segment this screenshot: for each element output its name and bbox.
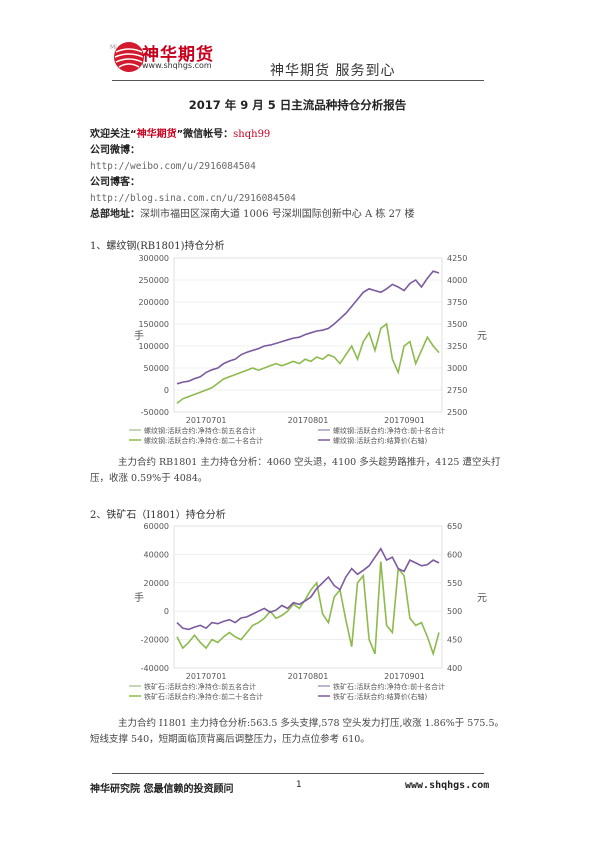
x-tick-label: 20170901 (384, 416, 425, 425)
y-right-tick-label: 400 (447, 664, 462, 673)
section-heading-iron-ore: 2、铁矿石（I1801）持仓分析 (90, 510, 226, 521)
rebar-position-chart: -50000 0 50000 100000 150000 200000 250000 3000… (129, 254, 487, 445)
follow-brand: 神华期货 (136, 129, 177, 140)
plot-area (173, 257, 443, 413)
iron-ore-position-chart: -40000 -20000 0 20000 40000 60000 400 450 500 550… (129, 522, 487, 701)
y-right-tick-label: 650 (447, 522, 462, 531)
y-tick-label: 250000 (138, 276, 169, 285)
iron-ore-analysis: 主力合约 I1801 主力持仓分析:563.5 多头支撑,578 空头发力打压,… (90, 718, 504, 745)
legend-label: 螺纹钢:活跃合约:净持仓:前二十名合计 (144, 436, 263, 445)
wechat-line: 欢迎关注“神华期货”微信帐号：shqh99 (90, 128, 270, 142)
follow-suffix: ”微信帐号： (176, 129, 234, 140)
y-tick-label: 60000 (144, 522, 169, 531)
legend-label: 铁矿石:活跃合约:净持仓:前十名合计 (333, 682, 445, 691)
y-right-tick-label: 3750 (447, 298, 467, 307)
y-tick-label: 40000 (144, 550, 169, 559)
blog-label: 公司博客： (90, 177, 140, 188)
y-tick-label: 100000 (138, 342, 169, 351)
blog-link[interactable]: http://blog.sina.com.cn/u/2916084504 (90, 193, 296, 204)
y-right-axis-label: 元 (477, 593, 487, 604)
series-line (176, 270, 440, 385)
company-logo: Mi 神华期货 www.shqhgs.com (110, 38, 232, 74)
legend-label: 铁矿石:活跃合约:净持仓:前二十名合计 (144, 692, 263, 701)
page-number: 1 (296, 780, 302, 790)
logo-globe-icon (114, 42, 144, 72)
address-label: 总部地址： (90, 209, 140, 220)
legend-label: 铁矿石:活跃合约:净持仓:前五名合计 (144, 682, 256, 691)
address-text: 深圳市福田区深南大道 1006 号深圳国际创新中心 A 栋 27 楼 (140, 209, 415, 220)
legend-label: 螺纹钢:活跃合约:结算价(右轴) (333, 436, 427, 445)
y-right-tick-label: 450 (447, 636, 462, 645)
y-axis-label: 手 (134, 329, 144, 342)
x-tick-label: 20170901 (384, 672, 425, 681)
footer-slogan: 神华研究院 您最信赖的投资顾问 (90, 784, 234, 795)
rebar-analysis: 主力合约 RB1801 主力持仓分析：4060 空头退，4100 多头趁势路推升… (90, 457, 501, 484)
y-tick-label: -50000 (141, 408, 169, 417)
legend-label: 螺纹钢:活跃合约:净持仓:前五名合计 (144, 426, 256, 435)
logo-text: 神华期货 (142, 45, 214, 65)
y-right-tick-label: 600 (447, 550, 462, 559)
y-tick-label: 200000 (138, 298, 169, 307)
wechat-id: shqh99 (233, 129, 271, 140)
y-tick-label: 50000 (144, 364, 169, 373)
header-slogan: 神华期货 服务到心 (270, 63, 396, 79)
x-tick-label: 20170701 (186, 672, 227, 681)
weibo-label: 公司微博： (90, 145, 140, 156)
section-heading-rebar: 1、螺纹钢(RB1801)持仓分析 (90, 241, 225, 252)
x-tick-label: 20170701 (186, 416, 227, 425)
y-right-tick-label: 500 (447, 607, 462, 616)
y-tick-label: 150000 (138, 320, 169, 329)
y-right-tick-label: 4250 (447, 254, 467, 263)
follow-prefix: 欢迎关注“ (90, 129, 137, 140)
series-line (176, 322, 440, 404)
y-right-tick-label: 3000 (447, 364, 467, 373)
y-tick-label: 20000 (144, 579, 169, 588)
y-right-tick-label: 3500 (447, 320, 467, 329)
y-tick-label: 0 (164, 607, 169, 616)
y-right-tick-label: 3250 (447, 342, 467, 351)
plot-area (173, 525, 443, 669)
y-right-tick-label: 550 (447, 579, 462, 588)
y-axis-label: 手 (134, 591, 144, 604)
page-title: 2017 年 9 月 5 日主流品种持仓分析报告 (188, 98, 407, 112)
y-tick-label: -40000 (141, 664, 169, 673)
y-right-tick-label: 2500 (447, 408, 467, 417)
x-tick-label: 20170801 (288, 416, 329, 425)
address-line: 总部地址：深圳市福田区深南大道 1006 号深圳国际创新中心 A 栋 27 楼 (90, 208, 414, 222)
footer-divider (112, 773, 484, 774)
y-tick-label: 0 (164, 386, 169, 395)
legend-label: 螺纹钢:活跃合约:净持仓:前十名合计 (333, 426, 445, 435)
header-divider (112, 80, 484, 81)
x-tick-label: 20170801 (288, 672, 329, 681)
y-right-tick-label: 2750 (447, 386, 467, 395)
y-right-axis-label: 元 (477, 331, 487, 342)
logo-mini-text: Mi (110, 44, 117, 51)
legend-label: 铁矿石:活跃合约:结算价(右轴) (333, 692, 427, 701)
y-right-tick-label: 4000 (447, 276, 467, 285)
y-tick-label: -20000 (141, 636, 169, 645)
y-tick-label: 300000 (138, 254, 169, 263)
logo-url: www.shqhgs.com (142, 61, 212, 70)
series-line (176, 561, 440, 657)
footer-url[interactable]: www.shqhgs.com (405, 780, 490, 791)
series-line (176, 547, 440, 631)
weibo-link[interactable]: http://weibo.com/u/2916084504 (90, 161, 256, 172)
